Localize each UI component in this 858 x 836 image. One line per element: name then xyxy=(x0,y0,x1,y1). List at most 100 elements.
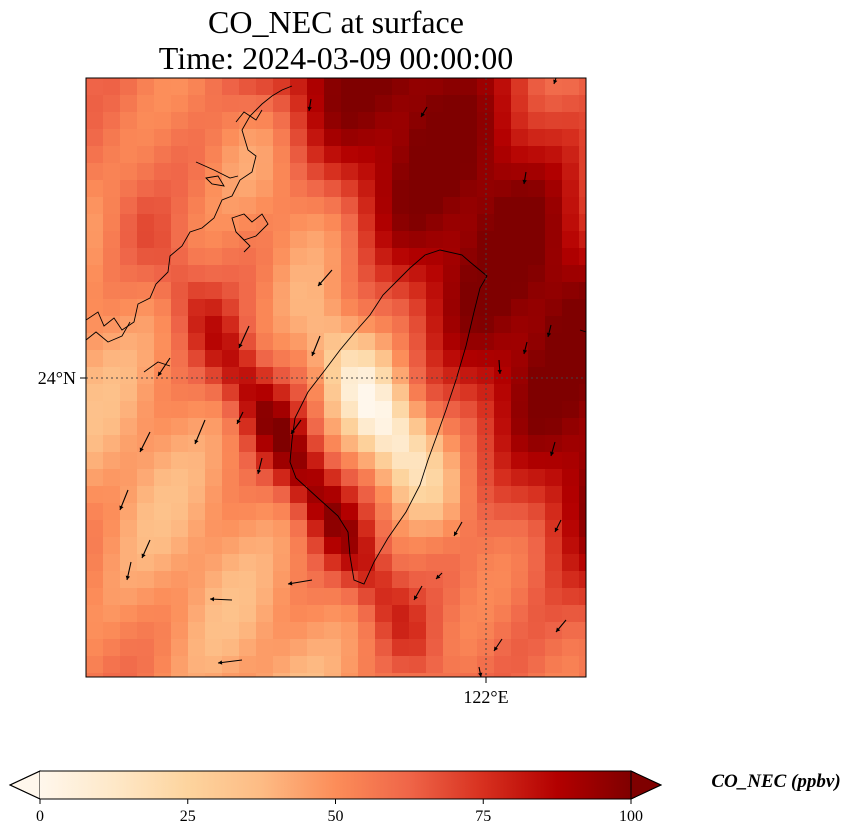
heatmap-cell xyxy=(307,673,325,677)
heatmap-cell xyxy=(358,129,376,147)
heatmap-cell xyxy=(307,401,325,419)
heatmap-cell xyxy=(273,180,291,198)
heatmap-cell xyxy=(392,197,410,215)
heatmap-cell xyxy=(188,248,206,266)
heatmap-cell xyxy=(358,520,376,538)
heatmap-cell xyxy=(460,622,478,640)
heatmap-cell xyxy=(205,571,223,589)
wind-arrow xyxy=(238,325,250,349)
heatmap-cell xyxy=(511,316,529,334)
heatmap-cell xyxy=(443,146,461,164)
heatmap-cell xyxy=(341,384,359,402)
heatmap-cell xyxy=(426,333,444,351)
heatmap-cell xyxy=(256,146,274,164)
heatmap-cell xyxy=(358,571,376,589)
heatmap-cell xyxy=(222,486,240,504)
heatmap-cell xyxy=(358,639,376,657)
heatmap-cell xyxy=(188,401,206,419)
heatmap-cell xyxy=(562,367,580,385)
heatmap-cell xyxy=(239,588,257,606)
heatmap-cell xyxy=(494,180,512,198)
heatmap-cell xyxy=(528,367,546,385)
heatmap-cell xyxy=(528,418,546,436)
heatmap-cell xyxy=(290,129,308,147)
heatmap-cell xyxy=(205,95,223,113)
heatmap-cell xyxy=(545,333,563,351)
heatmap-cell xyxy=(443,282,461,300)
heatmap-cell xyxy=(205,367,223,385)
heatmap-cell xyxy=(205,503,223,521)
heatmap-cell xyxy=(137,554,155,572)
heatmap-cell xyxy=(324,588,342,606)
heatmap-cell xyxy=(460,265,478,283)
heatmap-cell xyxy=(494,316,512,334)
heatmap-cell xyxy=(494,571,512,589)
heatmap-cell xyxy=(545,673,563,677)
heatmap-cell xyxy=(494,214,512,232)
heatmap-cell xyxy=(86,350,104,368)
heatmap-cell xyxy=(443,503,461,521)
heatmap-cell xyxy=(137,520,155,538)
heatmap-cell xyxy=(443,486,461,504)
heatmap-cell xyxy=(154,265,172,283)
heatmap-cell xyxy=(511,197,529,215)
heatmap-cell xyxy=(307,588,325,606)
heatmap-cell xyxy=(494,656,512,674)
heatmap-cell xyxy=(409,384,427,402)
heatmap-cell xyxy=(86,112,104,130)
heatmap-cell xyxy=(103,486,121,504)
heatmap-cell xyxy=(562,282,580,300)
heatmap-cell xyxy=(188,588,206,606)
heatmap-cell xyxy=(256,639,274,657)
heatmap-cell xyxy=(443,418,461,436)
heatmap-cell xyxy=(562,333,580,351)
heatmap-cell xyxy=(154,231,172,249)
heatmap-cell xyxy=(256,197,274,215)
heatmap-cell xyxy=(358,401,376,419)
heatmap-cell xyxy=(375,129,393,147)
wind-arrow xyxy=(290,419,302,435)
heatmap-cell xyxy=(222,146,240,164)
heatmap-cell xyxy=(341,299,359,317)
heatmap-cell xyxy=(171,350,189,368)
heatmap-cell xyxy=(188,214,206,232)
heatmap-cell xyxy=(171,452,189,470)
heatmap-cell xyxy=(443,622,461,640)
heatmap-cell xyxy=(511,435,529,453)
heatmap-cell xyxy=(324,299,342,317)
heatmap-cell xyxy=(375,503,393,521)
heatmap-cell xyxy=(426,554,444,572)
heatmap-cell xyxy=(290,435,308,453)
heatmap-cell xyxy=(120,333,138,351)
heatmap-cell xyxy=(477,554,495,572)
heatmap-cell xyxy=(171,639,189,657)
heatmap-cell xyxy=(103,265,121,283)
heatmap-cell xyxy=(443,214,461,232)
heatmap-cell xyxy=(86,503,104,521)
heatmap-cell xyxy=(273,95,291,113)
heatmap-cell xyxy=(562,605,580,623)
heatmap-cell xyxy=(562,401,580,419)
heatmap-cell xyxy=(409,78,427,96)
heatmap-cell xyxy=(137,231,155,249)
heatmap-cell xyxy=(307,639,325,657)
heatmap-cell xyxy=(562,571,580,589)
heatmap-cell xyxy=(341,265,359,283)
heatmap-cell xyxy=(307,248,325,266)
heatmap-cell xyxy=(528,554,546,572)
heatmap-cell xyxy=(154,554,172,572)
heatmap-cell xyxy=(154,214,172,232)
heatmap-cell xyxy=(222,503,240,521)
heatmap-cell xyxy=(205,537,223,555)
heatmap-cell xyxy=(443,112,461,130)
heatmap-cell xyxy=(154,588,172,606)
heatmap-cell xyxy=(579,537,586,555)
wind-arrow xyxy=(125,561,132,581)
heatmap-cell xyxy=(222,333,240,351)
heatmap-cell xyxy=(239,265,257,283)
heatmap-cell xyxy=(341,95,359,113)
heatmap-cell xyxy=(290,180,308,198)
heatmap-cell xyxy=(579,435,586,453)
heatmap-cell xyxy=(239,231,257,249)
heatmap-cell xyxy=(120,129,138,147)
